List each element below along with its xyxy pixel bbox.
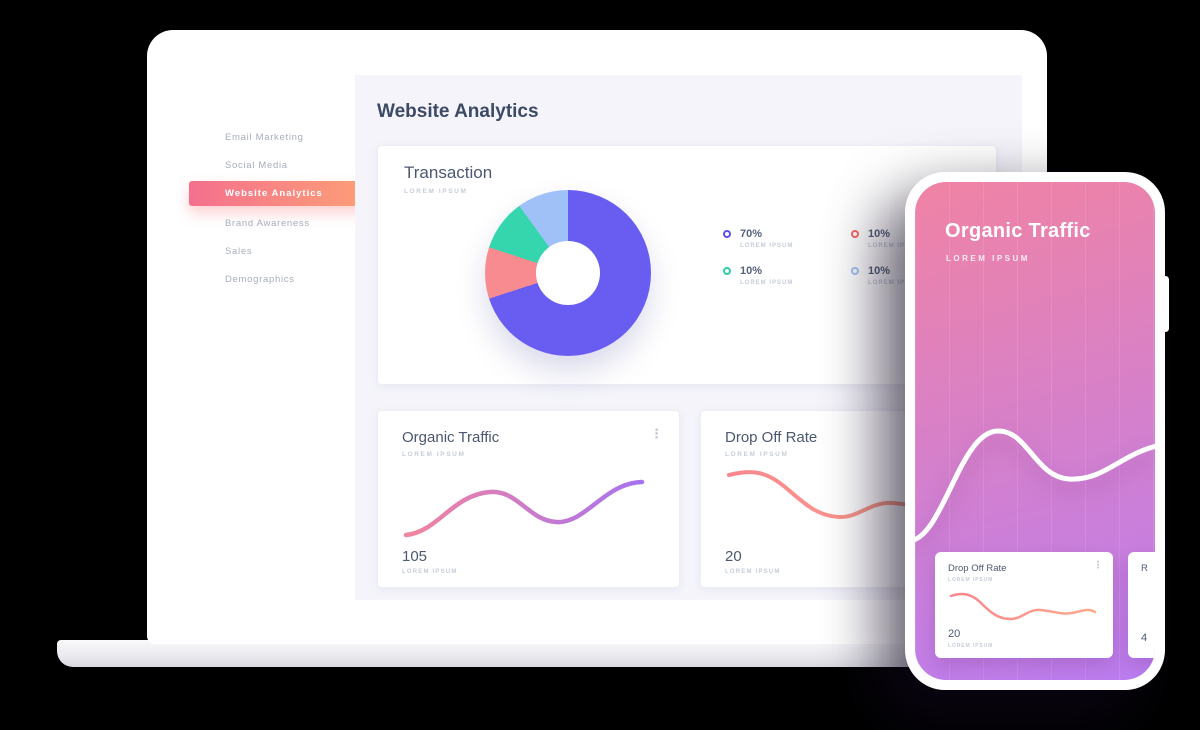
kebab-menu-icon[interactable]: ⋮ (1093, 560, 1103, 571)
organic-metric-value: 105 (402, 548, 428, 565)
legend-label: LOREM IPSUM (868, 280, 922, 286)
legend-item: 10% LOREM IPSUM (723, 265, 851, 286)
dropoff-card-subtitle: LOREM IPSUM (725, 451, 789, 458)
legend-marker-icon (723, 267, 731, 275)
transaction-card: Transaction LOREM IPSUM 70% LOREM IPSUM (377, 145, 997, 385)
phone-side-button (1162, 276, 1169, 332)
dropoff-metric-value: 20 (725, 548, 742, 565)
sidebar: Email Marketing Social Media Website Ana… (177, 75, 364, 600)
legend-label: LOREM IPSUM (868, 243, 922, 249)
transaction-card-subtitle: LOREM IPSUM (404, 188, 468, 195)
legend-item: 70% LOREM IPSUM (723, 228, 851, 249)
organic-traffic-line-chart (403, 479, 645, 538)
organic-traffic-card: Organic Traffic LOREM IPSUM ⋮ 10 (377, 410, 680, 588)
phone-card-value: 20 (948, 628, 961, 640)
kebab-menu-icon[interactable]: ⋮ (650, 426, 663, 441)
legend-marker-icon (723, 230, 731, 238)
legend-marker-icon (851, 230, 859, 238)
phone-cards-row: Drop Off Rate LOREM IPSUM ⋮ 20 LORE (935, 552, 1155, 658)
dropoff-metric: 20 LOREM IPSUM (725, 548, 781, 575)
donut-chart (485, 190, 651, 356)
phone-screen: Organic Traffic LOREM IPSUM Drop Off Rat… (915, 182, 1155, 680)
organic-card-title: Organic Traffic (402, 429, 500, 446)
phone-organic-line-chart (915, 428, 1155, 542)
phone-partial-card: R 4 (1128, 552, 1155, 658)
legend-value: 10% (868, 228, 891, 240)
legend-value: 10% (740, 265, 763, 277)
phone-mockup: Organic Traffic LOREM IPSUM Drop Off Rat… (905, 172, 1169, 690)
sidebar-item-demographics[interactable]: Demographics (225, 273, 295, 285)
page-title: Website Analytics (377, 101, 539, 122)
legend-value: 10% (868, 265, 891, 277)
sidebar-item-social-media[interactable]: Social Media (225, 159, 288, 171)
transaction-card-title: Transaction (404, 163, 493, 182)
legend-marker-icon (851, 267, 859, 275)
dropoff-metric-label: LOREM IPSUM (725, 569, 781, 575)
donut-hole (536, 241, 600, 305)
phone-drop-off-line-chart (949, 592, 1097, 621)
legend-value: 70% (740, 228, 763, 240)
phone-card-value-label: LOREM IPSUM (948, 643, 994, 649)
phone-page-subtitle: LOREM IPSUM (946, 254, 1030, 263)
sidebar-item-email-marketing[interactable]: Email Marketing (225, 131, 304, 143)
phone-drop-off-card: Drop Off Rate LOREM IPSUM ⋮ 20 LORE (935, 552, 1113, 658)
organic-metric-label: LOREM IPSUM (402, 569, 458, 575)
legend-item: 10% LOREM IPSUM (851, 228, 979, 249)
legend-item: 10% LOREM IPSUM (851, 265, 979, 286)
phone-page-title: Organic Traffic (945, 220, 1091, 242)
laptop-screen: Email Marketing Social Media Website Ana… (177, 75, 1022, 600)
legend-label: LOREM IPSUM (740, 243, 794, 249)
sidebar-item-sales[interactable]: Sales (225, 245, 253, 257)
phone-card-value: 4 (1141, 632, 1148, 644)
donut-legend: 70% LOREM IPSUM 10% LOREM IPSUM (723, 228, 979, 286)
phone-card-title: Drop Off Rate (948, 563, 1007, 574)
phone-card-subtitle: LOREM IPSUM (948, 577, 994, 583)
legend-label: LOREM IPSUM (740, 280, 794, 286)
organic-card-subtitle: LOREM IPSUM (402, 451, 466, 458)
sidebar-item-website-analytics[interactable]: Website Analytics (189, 181, 364, 206)
sidebar-item-brand-awareness[interactable]: Brand Awareness (225, 217, 310, 229)
dropoff-card-title: Drop Off Rate (725, 429, 818, 446)
organic-metric: 105 LOREM IPSUM (402, 548, 458, 575)
phone-card-title: R (1141, 563, 1148, 574)
